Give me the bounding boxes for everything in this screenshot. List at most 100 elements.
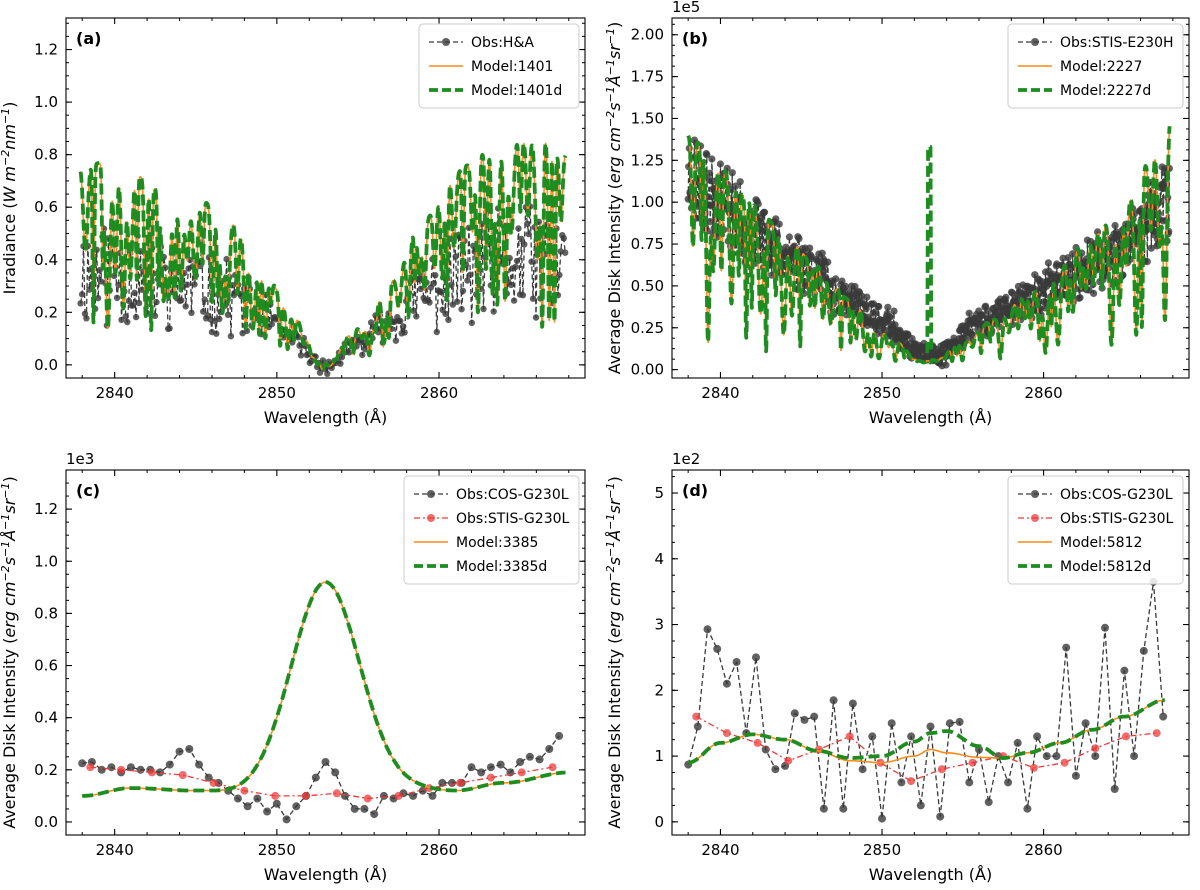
legend-label: Obs:STIS-G230L bbox=[1060, 511, 1174, 527]
data-point bbox=[784, 756, 793, 765]
data-point bbox=[445, 316, 452, 323]
data-point bbox=[118, 316, 125, 323]
data-point bbox=[736, 178, 744, 186]
y-tick-label: 4 bbox=[654, 550, 664, 568]
data-point bbox=[132, 313, 140, 321]
data-point bbox=[732, 182, 740, 190]
legend-label: Obs:H&A bbox=[471, 35, 534, 51]
data-point bbox=[818, 249, 826, 257]
data-point bbox=[263, 807, 272, 816]
data-point bbox=[467, 271, 474, 278]
legend-label: Model:5812d bbox=[1060, 559, 1151, 575]
data-point bbox=[753, 738, 762, 747]
data-point bbox=[156, 768, 165, 777]
y-tick-label: 0.2 bbox=[34, 761, 58, 779]
data-point bbox=[513, 257, 521, 265]
y-axis-label: Irradiance (W m−2nm−1) bbox=[0, 102, 19, 295]
data-point bbox=[452, 253, 459, 260]
y-tick-label: 0.8 bbox=[34, 604, 58, 622]
data-point bbox=[370, 810, 379, 819]
panel-label: (a) bbox=[76, 29, 101, 48]
y-offset-label: 1e2 bbox=[672, 450, 700, 468]
data-point bbox=[732, 658, 741, 666]
data-point bbox=[392, 337, 400, 344]
legend-label: Obs:STIS-G230L bbox=[456, 511, 570, 527]
panel-a: 2840 2850 2860 0.0 0.2 0.4 0.6 0.8 1.0 1.2 Wavelen… bbox=[0, 17, 586, 427]
data-point bbox=[175, 747, 184, 756]
data-point bbox=[722, 679, 731, 688]
data-point bbox=[820, 267, 828, 275]
data-point bbox=[188, 309, 195, 316]
y-tick-label: 0.4 bbox=[34, 709, 58, 727]
data-point bbox=[880, 326, 889, 334]
data-point bbox=[459, 287, 467, 294]
y-tick-label: 0.0 bbox=[34, 356, 58, 374]
data-point bbox=[512, 263, 519, 271]
data-point bbox=[703, 151, 711, 159]
data-point bbox=[1052, 752, 1061, 761]
y-tick-label: 0.6 bbox=[34, 198, 58, 216]
data-point bbox=[516, 758, 525, 766]
data-point bbox=[508, 281, 515, 289]
x-tick-label: 2860 bbox=[420, 841, 458, 859]
data-point bbox=[1152, 729, 1161, 738]
data-point bbox=[321, 758, 330, 766]
data-point bbox=[858, 765, 867, 774]
data-point bbox=[875, 303, 883, 311]
y-tick-label: 0 bbox=[654, 813, 664, 831]
data-point bbox=[165, 760, 174, 769]
data-point bbox=[517, 768, 526, 777]
data-point bbox=[708, 155, 716, 163]
data-point bbox=[78, 291, 86, 298]
data-point bbox=[397, 317, 404, 325]
x-axis-label: Wavelength (Å) bbox=[264, 408, 387, 427]
y-tick-label: 1.25 bbox=[631, 151, 664, 169]
data-point bbox=[125, 297, 132, 305]
data-point bbox=[819, 804, 828, 813]
data-point bbox=[1120, 666, 1129, 675]
data-point bbox=[432, 272, 439, 279]
data-point bbox=[851, 282, 859, 291]
legend-label: Model:1401d bbox=[471, 83, 562, 99]
x-tick-label: 2860 bbox=[420, 384, 458, 402]
data-point bbox=[297, 352, 305, 359]
legend-label: Obs:COS-G230L bbox=[456, 487, 569, 503]
data-point bbox=[182, 303, 189, 310]
data-point bbox=[86, 763, 95, 772]
x-tick-label: 2850 bbox=[258, 384, 296, 402]
legend-marker bbox=[1031, 490, 1039, 498]
data-point bbox=[556, 271, 563, 279]
data-point bbox=[83, 315, 90, 322]
data-point bbox=[752, 653, 760, 662]
data-point bbox=[1060, 758, 1069, 767]
panel-label: (b) bbox=[682, 29, 708, 48]
data-point bbox=[848, 699, 857, 708]
data-point bbox=[839, 804, 848, 813]
data-point bbox=[324, 370, 331, 377]
data-point bbox=[728, 169, 736, 177]
data-point bbox=[907, 777, 916, 786]
data-point bbox=[706, 169, 714, 177]
y-tick-label: 0.50 bbox=[631, 277, 664, 295]
legend-label: Obs:STIS-E230H bbox=[1060, 35, 1174, 51]
data-point bbox=[122, 313, 129, 320]
data-point bbox=[790, 709, 799, 718]
data-point bbox=[282, 815, 291, 824]
data-point bbox=[692, 712, 701, 721]
data-point bbox=[525, 230, 532, 238]
data-point bbox=[448, 778, 456, 787]
legend-d: Obs:COS-G230L Obs:STIS-G230L Model:5812 Mod… bbox=[1007, 475, 1184, 585]
axes-frame-a bbox=[65, 17, 586, 379]
data-point bbox=[1076, 294, 1084, 302]
data-point bbox=[1002, 293, 1010, 301]
y-offset-label: 1e3 bbox=[66, 450, 94, 468]
y-tick-label: 5 bbox=[654, 484, 664, 502]
data-point bbox=[545, 745, 554, 753]
data-point bbox=[965, 778, 974, 787]
data-point bbox=[454, 298, 461, 305]
data-point bbox=[829, 696, 838, 705]
panel-b: 2840 2850 2860 0.00 0.25 0.50 0.75 1.00 1.25 1.50… bbox=[604, 0, 1190, 427]
data-point bbox=[191, 281, 198, 288]
data-point bbox=[704, 193, 713, 201]
data-point bbox=[486, 773, 495, 782]
